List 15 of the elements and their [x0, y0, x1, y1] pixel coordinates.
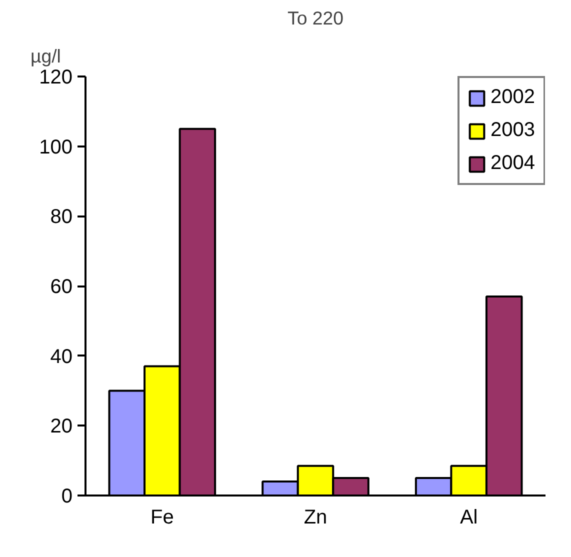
y-tick-label: 120 [39, 66, 73, 88]
x-tick-label: Al [460, 506, 478, 528]
x-tick-label: Zn [304, 506, 328, 528]
y-tick-label: 0 [61, 486, 72, 508]
x-tick-label: Fe [150, 506, 174, 528]
chart-title: To 220 [287, 8, 344, 28]
y-tick-label: 80 [50, 206, 73, 228]
y-tick-label: 40 [50, 346, 73, 368]
y-axis-title: µg/l [30, 46, 61, 66]
y-tick-label: 60 [50, 276, 73, 298]
legend-label: 2003 [490, 119, 535, 142]
legend-label: 2002 [490, 86, 535, 109]
y-tick-label: 100 [39, 136, 73, 158]
y-tick-label: 20 [50, 416, 73, 438]
legend-label: 2004 [490, 152, 535, 175]
